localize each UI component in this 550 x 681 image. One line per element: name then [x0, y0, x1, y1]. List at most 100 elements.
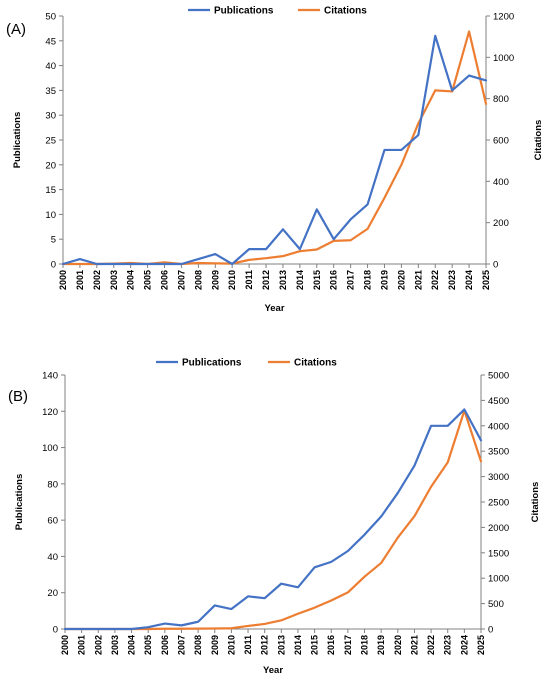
- y-axis-title-right: Citations: [533, 120, 544, 161]
- x-tick-label: 2003: [109, 270, 119, 290]
- x-tick-label: 2000: [58, 270, 68, 290]
- panel-label: (B): [8, 388, 28, 405]
- right-tick-label: 1200: [493, 12, 514, 23]
- x-tick-label: 2010: [227, 270, 237, 290]
- left-tick-label: 50: [45, 12, 56, 23]
- x-tick-label: 2020: [393, 635, 403, 655]
- legend-label-citations: Citations: [324, 6, 367, 17]
- x-tick-label: 2007: [176, 635, 186, 655]
- x-tick-label: 2004: [127, 635, 137, 655]
- right-tick-label: 1000: [493, 53, 514, 64]
- series-line-publications: [61, 34, 488, 266]
- left-tick-label: 20: [47, 588, 58, 599]
- x-tick-label: 2012: [260, 635, 270, 655]
- x-tick-label: 2000: [60, 635, 70, 655]
- x-tick-label: 2023: [443, 635, 453, 655]
- x-tick-label: 2008: [193, 270, 203, 290]
- x-tick-label: 2020: [396, 270, 406, 290]
- right-tick-label: 5000: [488, 371, 509, 382]
- x-tick-label: 2021: [409, 635, 419, 655]
- x-tick-label: 2024: [459, 635, 469, 655]
- right-tick-label: 0: [493, 260, 498, 271]
- left-tick-label: 20: [45, 160, 56, 171]
- x-tick-label: 2025: [476, 635, 486, 655]
- x-tick-label: 2006: [160, 270, 170, 290]
- right-tick-label: 3000: [488, 472, 509, 483]
- x-tick-label: 2016: [326, 635, 336, 655]
- x-tick-label: 2015: [310, 635, 320, 655]
- x-tick-label: 2010: [226, 635, 236, 655]
- y-axis-title-right: Citations: [530, 482, 541, 523]
- right-tick-label: 3500: [488, 447, 509, 458]
- series-line-publications: [63, 408, 483, 631]
- x-tick-label: 2013: [278, 270, 288, 290]
- x-tick-label: 2021: [413, 270, 423, 290]
- x-tick-label: 2024: [464, 270, 474, 290]
- x-tick-label: 2004: [126, 270, 136, 290]
- left-tick-label: 15: [45, 185, 56, 196]
- x-tick-label: 2002: [93, 635, 103, 655]
- chart-panel-a: (A)0510152025303540455002004006008001000…: [6, 6, 544, 315]
- x-tick-label: 2015: [312, 270, 322, 290]
- left-tick-label: 60: [47, 516, 58, 527]
- left-tick-label: 10: [45, 210, 56, 221]
- x-tick-label: 2009: [210, 270, 220, 290]
- x-tick-label: 2011: [244, 270, 254, 290]
- x-tick-label: 2006: [160, 635, 170, 655]
- x-tick-label: 2014: [295, 270, 305, 290]
- x-tick-label: 2018: [363, 270, 373, 290]
- x-tick-label: 2025: [481, 270, 491, 290]
- right-tick-label: 4500: [488, 396, 509, 407]
- left-tick-label: 45: [45, 36, 56, 47]
- left-tick-label: 120: [42, 407, 58, 418]
- right-tick-label: 1000: [488, 574, 509, 585]
- right-tick-label: 2000: [488, 523, 509, 534]
- x-tick-label: 2018: [360, 635, 370, 655]
- legend-label-publications: Publications: [182, 358, 242, 369]
- right-tick-label: 400: [493, 177, 509, 188]
- series-line-citations: [61, 30, 488, 266]
- right-tick-label: 800: [493, 94, 509, 105]
- x-tick-label: 2007: [176, 270, 186, 290]
- legend-label-citations: Citations: [294, 358, 337, 369]
- x-tick-label: 2019: [379, 270, 389, 290]
- left-tick-label: 35: [45, 86, 56, 97]
- legend-label-publications: Publications: [214, 6, 274, 17]
- series-line-citations: [63, 409, 483, 631]
- x-tick-label: 2005: [143, 270, 153, 290]
- right-tick-label: 200: [493, 218, 509, 229]
- x-axis-title: Year: [263, 665, 283, 676]
- x-axis-title: Year: [264, 303, 284, 314]
- y-axis-title-left: Publications: [12, 112, 23, 168]
- x-tick-label: 2013: [276, 635, 286, 655]
- left-tick-label: 30: [45, 111, 56, 122]
- right-tick-label: 600: [493, 136, 509, 147]
- x-tick-label: 2014: [293, 635, 303, 655]
- right-tick-label: 1500: [488, 548, 509, 559]
- left-tick-label: 5: [51, 235, 56, 246]
- x-tick-label: 2001: [75, 270, 85, 290]
- left-tick-label: 25: [45, 136, 56, 147]
- x-tick-label: 2003: [110, 635, 120, 655]
- right-tick-label: 4000: [488, 421, 509, 432]
- chart-panel-b: (B) 0 20 40 60 80 100 120 140 0 500 1000 1500 2000 250…: [8, 358, 541, 677]
- x-tick-label: 2012: [261, 270, 271, 290]
- x-tick-label: 2016: [329, 270, 339, 290]
- x-tick-label: 2011: [243, 635, 253, 655]
- x-tick-label: 2019: [376, 635, 386, 655]
- y-axis-title-left: Publications: [14, 474, 25, 530]
- left-tick-label: 80: [47, 479, 58, 490]
- x-tick-label: 2022: [430, 270, 440, 290]
- x-tick-label: 2002: [92, 270, 102, 290]
- left-tick-label: 140: [42, 371, 58, 382]
- x-tick-label: 2009: [210, 635, 220, 655]
- x-tick-label: 2022: [426, 635, 436, 655]
- x-tick-label: 2017: [343, 635, 353, 655]
- left-tick-label: 100: [42, 443, 58, 454]
- right-tick-label: 2500: [488, 498, 509, 509]
- panel-label: (A): [6, 21, 26, 38]
- x-tick-label: 2023: [447, 270, 457, 290]
- left-tick-label: 40: [45, 61, 56, 72]
- left-tick-label: 0: [51, 260, 56, 271]
